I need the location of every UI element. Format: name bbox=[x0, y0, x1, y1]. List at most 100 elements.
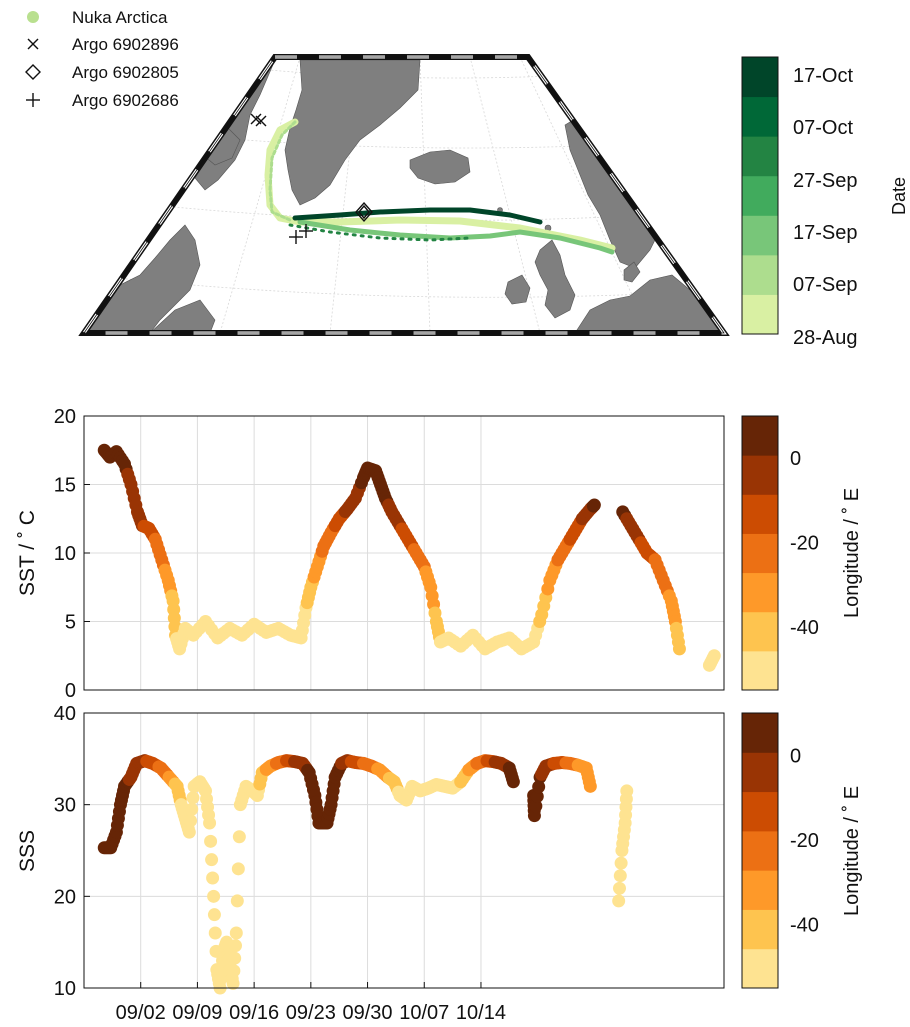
colorbar-segment bbox=[742, 455, 778, 495]
sst-panel: 0 5 10 15 20 SST / ˚ C 0 -20 -40 Longitude / ˚… bbox=[16, 406, 863, 702]
data-point bbox=[232, 830, 246, 844]
sss-colorbar-label: Longitude / ˚ E bbox=[841, 786, 863, 916]
y-tick-label: 20 bbox=[54, 886, 76, 908]
legend-label-argo-6902686: Argo 6902686 bbox=[72, 91, 179, 110]
date-tick-label: 27-Sep bbox=[793, 170, 858, 192]
x-tick-label: 09/16 bbox=[229, 1002, 279, 1024]
sst-y-axis-label: SST / ˚ C bbox=[16, 510, 39, 596]
colorbar-segment bbox=[742, 948, 778, 989]
data-point bbox=[707, 649, 721, 663]
data-point bbox=[205, 853, 219, 867]
y-tick-label: 40 bbox=[54, 703, 76, 725]
x-tick-label: 09/02 bbox=[116, 1002, 166, 1024]
data-point bbox=[527, 809, 541, 823]
y-tick-label: 5 bbox=[65, 612, 76, 634]
colorbar-segment bbox=[742, 254, 778, 295]
colorbar-tick-label: -20 bbox=[790, 830, 819, 852]
colorbar-tick-label: 0 bbox=[790, 745, 801, 767]
sss-points bbox=[97, 754, 634, 995]
colorbar-tick-label: -20 bbox=[790, 532, 819, 554]
argo-markers bbox=[250, 113, 373, 244]
legend-label-argo-6902805: Argo 6902805 bbox=[72, 63, 179, 82]
argo-6902686-marker bbox=[289, 224, 313, 244]
x-tick-label: 09/30 bbox=[343, 1002, 393, 1024]
data-point bbox=[529, 799, 543, 813]
sss-y-ticks: 10 20 30 40 bbox=[54, 703, 90, 1000]
data-point bbox=[207, 889, 221, 903]
data-point bbox=[506, 775, 520, 789]
legend-marker-nuka-arctica bbox=[27, 11, 39, 23]
colorbar-segment bbox=[742, 294, 778, 335]
colorbar-segment bbox=[742, 533, 778, 574]
sst-colorbar: 0 -20 -40 Longitude / ˚ E bbox=[741, 415, 863, 691]
x-tick-label: 10/07 bbox=[399, 1002, 449, 1024]
colorbar-segment bbox=[742, 494, 778, 534]
ship-tracks bbox=[264, 57, 616, 255]
colorbar-segment bbox=[742, 870, 778, 910]
data-point bbox=[185, 802, 199, 816]
data-point bbox=[612, 894, 626, 908]
data-point bbox=[227, 964, 241, 978]
map-frame bbox=[78, 54, 730, 336]
colorbar-segment bbox=[742, 215, 778, 256]
sst-points bbox=[97, 443, 721, 672]
data-point bbox=[184, 814, 198, 828]
sss-x-ticks: 09/02 09/09 09/16 09/23 09/30 10/07 10/14 bbox=[116, 982, 506, 1024]
legend-label-nuka-arctica: Nuka Arctica bbox=[72, 8, 168, 27]
y-tick-label: 30 bbox=[54, 795, 76, 817]
data-point bbox=[231, 862, 245, 876]
date-tick-label: 28-Aug bbox=[793, 327, 858, 349]
data-point bbox=[612, 881, 626, 895]
colorbar-segment bbox=[742, 791, 778, 832]
data-point bbox=[230, 894, 244, 908]
data-point bbox=[203, 816, 217, 830]
date-tick-label: 07-Oct bbox=[793, 117, 853, 139]
colorbar-segment bbox=[742, 175, 778, 216]
map-panel: Nuka Arctica Argo 6902896 Argo 6902805 A… bbox=[25, 8, 909, 349]
data-point bbox=[207, 908, 221, 922]
map-legend: Nuka Arctica Argo 6902896 Argo 6902805 A… bbox=[25, 8, 179, 110]
x-tick-label: 09/09 bbox=[172, 1002, 222, 1024]
argo-6902896-marker bbox=[250, 113, 267, 127]
colorbar-segment bbox=[742, 650, 778, 691]
date-tick-label: 17-Sep bbox=[793, 222, 858, 244]
y-tick-label: 0 bbox=[65, 680, 76, 702]
data-point bbox=[208, 926, 222, 940]
data-point bbox=[583, 779, 597, 793]
colorbar-segment bbox=[742, 572, 778, 613]
legend-marker-argo-6902805 bbox=[25, 64, 41, 80]
colorbar-tick-label: -40 bbox=[790, 617, 819, 639]
colorbar-tick-label: 0 bbox=[790, 448, 801, 470]
data-point bbox=[530, 789, 544, 803]
date-tick-label: 17-Oct bbox=[793, 65, 853, 87]
legend-marker-argo-6902896 bbox=[27, 38, 39, 50]
data-point bbox=[614, 856, 628, 870]
data-point bbox=[228, 951, 242, 965]
data-point bbox=[613, 869, 627, 883]
y-tick-label: 15 bbox=[54, 475, 76, 497]
data-point bbox=[204, 834, 218, 848]
data-point bbox=[672, 642, 686, 656]
map-land bbox=[84, 59, 724, 333]
legend-marker-argo-6902686 bbox=[26, 93, 40, 107]
date-colorbar: 17-Oct 07-Oct 27-Sep 17-Sep 07-Sep 28-Au… bbox=[741, 56, 909, 349]
colorbar-tick-label: -40 bbox=[790, 915, 819, 937]
data-point bbox=[620, 784, 634, 798]
data-point bbox=[587, 498, 601, 512]
argo-6902805-marker bbox=[355, 201, 373, 223]
data-point bbox=[186, 791, 200, 805]
colorbar-segment bbox=[742, 713, 778, 753]
sst-colorbar-label: Longitude / ˚ E bbox=[841, 488, 863, 618]
colorbar-segment bbox=[742, 416, 778, 456]
colorbar-segment bbox=[742, 830, 778, 871]
data-point bbox=[229, 926, 243, 940]
sss-panel: 10 20 30 40 09/02 09/09 09/16 09/23 09/30 10/07 1… bbox=[16, 703, 863, 1024]
colorbar-segment bbox=[742, 136, 778, 177]
y-tick-label: 10 bbox=[54, 543, 76, 565]
x-tick-label: 10/14 bbox=[456, 1002, 506, 1024]
data-point bbox=[228, 939, 242, 953]
data-point bbox=[206, 871, 220, 885]
sss-y-axis-label: SSS bbox=[16, 830, 39, 872]
colorbar-segment bbox=[742, 752, 778, 793]
